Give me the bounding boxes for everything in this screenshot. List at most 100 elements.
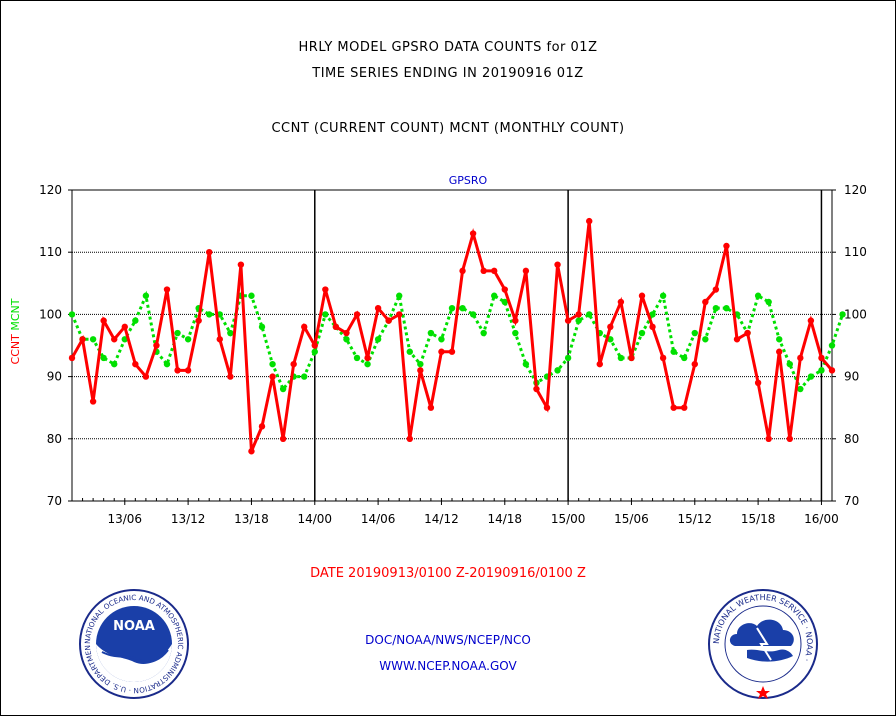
data-point-ccnt xyxy=(290,360,297,368)
data-point-mcnt xyxy=(522,360,530,368)
data-point-mcnt xyxy=(807,373,815,380)
data-point-mcnt xyxy=(681,354,688,362)
data-point-ccnt xyxy=(512,317,519,324)
data-point-ccnt xyxy=(438,348,445,355)
data-point-ccnt xyxy=(786,435,793,442)
x-tick-label: 15/12 xyxy=(677,512,712,526)
data-point-ccnt xyxy=(617,298,625,306)
data-point-mcnt xyxy=(818,367,825,374)
data-point-ccnt xyxy=(543,404,551,411)
data-point-ccnt xyxy=(522,267,530,275)
data-point-mcnt xyxy=(269,360,276,368)
x-tick-label: 13/12 xyxy=(171,512,206,526)
data-point-ccnt xyxy=(765,435,772,442)
data-point-mcnt xyxy=(649,311,656,318)
data-point-ccnt xyxy=(469,230,477,237)
data-point-ccnt xyxy=(575,311,582,318)
data-point-ccnt xyxy=(712,286,720,293)
data-point-ccnt xyxy=(564,317,572,324)
data-point-ccnt xyxy=(311,342,318,349)
data-point-ccnt xyxy=(396,311,403,318)
data-point-ccnt xyxy=(797,354,804,362)
data-point-ccnt xyxy=(649,323,656,331)
data-point-ccnt xyxy=(681,404,688,411)
data-point-mcnt xyxy=(258,323,266,331)
data-point-mcnt xyxy=(427,329,435,337)
data-point-ccnt xyxy=(184,367,192,374)
data-point-ccnt xyxy=(691,360,698,368)
data-point-mcnt xyxy=(206,311,213,318)
data-point-mcnt xyxy=(163,360,171,368)
data-point-ccnt xyxy=(142,373,150,380)
x-tick-label: 13/18 xyxy=(234,512,269,526)
x-tick-label: 14/00 xyxy=(297,512,332,526)
data-point-mcnt xyxy=(89,336,97,343)
x-tick-label: 15/06 xyxy=(614,512,649,526)
data-point-mcnt xyxy=(512,329,519,337)
data-point-mcnt xyxy=(132,317,139,324)
data-point-mcnt xyxy=(417,360,424,368)
x-tick-label: 14/18 xyxy=(487,512,522,526)
y-tick-label-left: 70 xyxy=(47,494,62,508)
data-point-ccnt xyxy=(111,336,118,343)
data-point-ccnt xyxy=(659,354,667,362)
data-point-ccnt xyxy=(670,404,677,411)
y-tick-label-right: 110 xyxy=(844,245,867,259)
data-point-ccnt xyxy=(153,342,160,349)
data-point-mcnt xyxy=(670,348,677,355)
data-point-ccnt xyxy=(607,323,614,331)
y-tick-label-right: 120 xyxy=(844,183,867,197)
data-point-ccnt xyxy=(100,317,107,324)
data-point-ccnt xyxy=(353,311,361,318)
data-point-ccnt xyxy=(121,323,128,331)
plot-title: GPSRO xyxy=(449,174,488,187)
data-point-mcnt xyxy=(184,336,192,343)
y-tick-label-right: 80 xyxy=(844,432,859,446)
data-point-mcnt xyxy=(301,373,308,380)
series-line-ccnt xyxy=(70,220,834,452)
data-point-ccnt xyxy=(448,348,456,355)
data-point-ccnt xyxy=(480,267,487,275)
data-point-ccnt xyxy=(216,336,223,343)
url-link[interactable]: WWW.NCEP.NOAA.GOV xyxy=(379,659,517,673)
data-point-mcnt xyxy=(396,292,403,299)
data-point-ccnt xyxy=(554,261,561,268)
data-point-ccnt xyxy=(596,360,603,368)
y-tick-label-right: 100 xyxy=(844,307,867,321)
data-point-ccnt xyxy=(491,267,498,275)
data-point-ccnt xyxy=(702,298,709,306)
data-point-mcnt xyxy=(406,348,413,355)
data-point-ccnt xyxy=(132,360,139,368)
data-point-mcnt xyxy=(438,336,445,343)
data-point-mcnt xyxy=(364,360,371,368)
data-point-ccnt xyxy=(163,286,171,293)
data-point-ccnt xyxy=(237,261,245,268)
data-point-ccnt xyxy=(343,329,350,337)
y-axis-label: CCNT MCNT xyxy=(9,298,22,364)
data-point-ccnt xyxy=(174,367,181,374)
data-point-ccnt xyxy=(227,373,234,380)
y-tick-label-right: 70 xyxy=(844,494,859,508)
data-point-mcnt xyxy=(100,354,107,362)
data-point-mcnt xyxy=(322,311,329,318)
data-point-ccnt xyxy=(723,242,730,250)
x-tick-label: 13/06 xyxy=(107,512,142,526)
data-point-mcnt xyxy=(617,354,625,362)
data-point-mcnt xyxy=(712,304,720,312)
data-point-mcnt xyxy=(702,336,709,343)
data-point-ccnt xyxy=(89,398,97,405)
data-point-mcnt xyxy=(343,336,350,343)
data-point-mcnt xyxy=(659,292,667,299)
data-point-ccnt xyxy=(427,404,435,411)
data-point-ccnt xyxy=(807,317,815,324)
data-point-ccnt xyxy=(279,435,287,442)
data-point-ccnt xyxy=(417,367,424,374)
data-point-mcnt xyxy=(248,292,255,299)
data-point-ccnt xyxy=(374,304,382,312)
data-point-mcnt xyxy=(564,354,572,362)
date-range-label: DATE 20190913/0100 Z-20190916/0100 Z xyxy=(310,566,586,581)
data-point-ccnt xyxy=(776,348,783,355)
data-point-ccnt xyxy=(206,249,213,256)
data-point-ccnt xyxy=(364,354,371,362)
